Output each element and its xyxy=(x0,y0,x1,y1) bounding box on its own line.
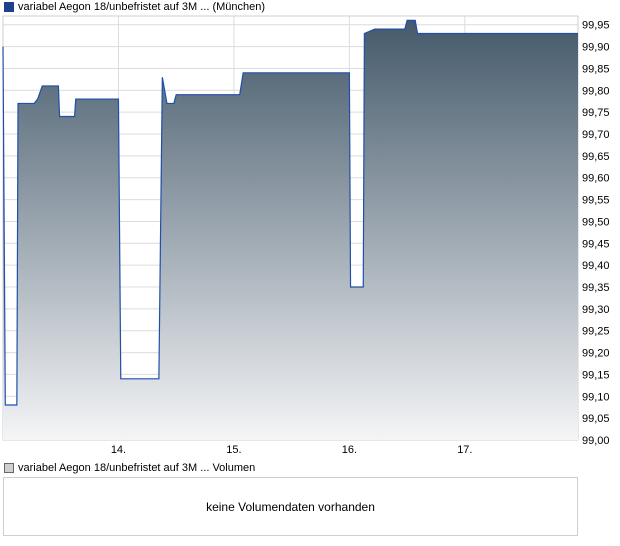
y-tick-label: 99,80 xyxy=(582,85,610,97)
x-tick-label: 16. xyxy=(342,444,357,456)
price-line xyxy=(2,19,578,406)
volume-legend-label: variabel Aegon 18/unbefristet auf 3M ...… xyxy=(18,462,256,474)
volume-empty-message: keine Volumendaten vorhanden xyxy=(206,499,375,514)
y-tick-label: 99,95 xyxy=(582,20,610,32)
y-tick-label: 99,60 xyxy=(582,173,610,185)
y-tick-label: 99,20 xyxy=(582,348,610,360)
volume-legend-swatch xyxy=(4,463,14,473)
y-axis: 99,00 99,05 99,10 99,15 99,20 99,25 99,30 99,35… xyxy=(582,20,610,447)
y-tick-label: 99,05 xyxy=(582,413,610,425)
price-legend-label: variabel Aegon 18/unbefristet auf 3M ...… xyxy=(18,1,266,13)
price-legend-swatch xyxy=(4,2,14,12)
y-tick-label: 99,45 xyxy=(582,238,610,250)
volume-panel: keine Volumendaten vorhanden xyxy=(3,477,578,536)
y-tick-label: 99,90 xyxy=(582,42,610,54)
y-tick-label: 99,55 xyxy=(582,195,610,207)
x-tick-label: 17. xyxy=(457,444,472,456)
price-legend: variabel Aegon 18/unbefristet auf 3M ...… xyxy=(4,0,265,14)
y-tick-label: 99,50 xyxy=(582,216,610,228)
x-tick-label: 15. xyxy=(226,444,241,456)
y-tick-label: 99,10 xyxy=(582,391,610,403)
y-tick-label: 99,00 xyxy=(582,435,610,447)
y-tick-label: 99,65 xyxy=(582,151,610,163)
y-tick-label: 99,15 xyxy=(582,369,610,381)
y-tick-label: 99,85 xyxy=(582,63,610,75)
y-tick-label: 99,70 xyxy=(582,129,610,141)
y-tick-label: 99,35 xyxy=(582,282,610,294)
area-layer xyxy=(2,19,578,441)
volume-legend: variabel Aegon 18/unbefristet auf 3M ...… xyxy=(4,461,255,475)
x-axis: 14. 15. 16. 17. xyxy=(111,444,473,456)
price-chart: 99,00 99,05 99,10 99,15 99,20 99,25 99,30 99,35… xyxy=(2,15,610,456)
y-tick-label: 99,75 xyxy=(582,107,610,119)
y-tick-label: 99,30 xyxy=(582,304,610,316)
y-tick-label: 99,25 xyxy=(582,326,610,338)
price-area xyxy=(3,20,578,441)
y-tick-label: 99,40 xyxy=(582,260,610,272)
x-tick-label: 14. xyxy=(111,444,126,456)
